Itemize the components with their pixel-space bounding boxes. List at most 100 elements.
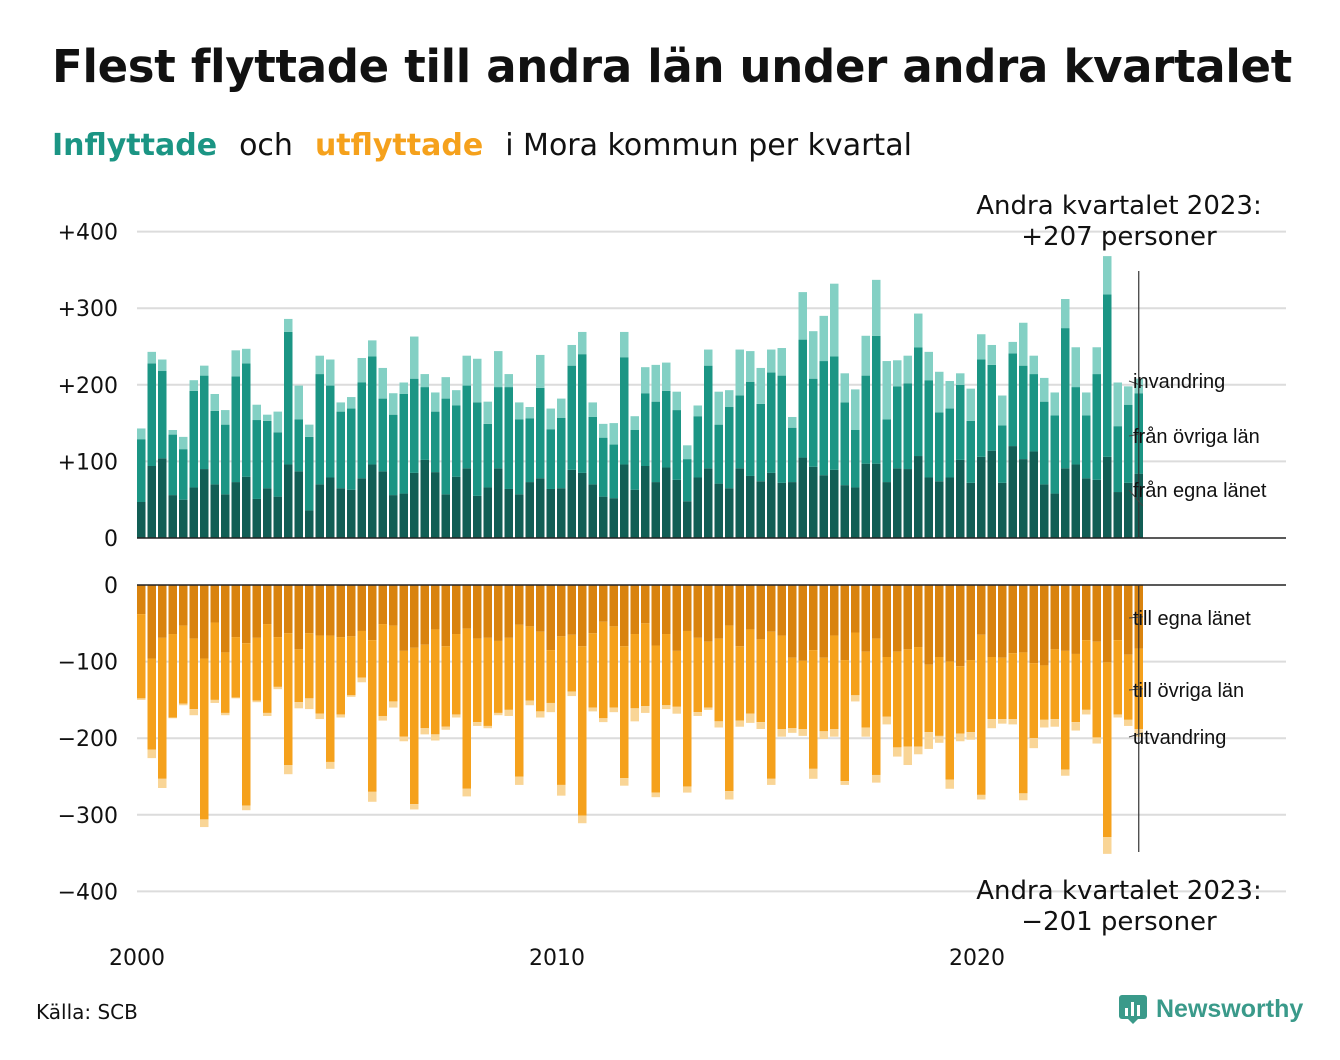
bar-out-2 [777,635,786,730]
bar-in-3 [336,402,345,412]
bar-out-1 [872,585,881,639]
bar-out-3 [315,713,324,720]
bar-in-1 [861,463,870,538]
bar-out-3 [683,786,692,793]
bar-out-1 [693,585,702,638]
bar-out-1 [294,585,303,650]
bar-in-3 [557,398,566,418]
bar-in-3 [756,367,765,404]
bar-out-2 [599,621,608,719]
bar-out-3 [420,728,429,735]
bar-in-1 [998,482,1007,538]
y-tick-label-bottom: −200 [58,727,118,752]
bar-out-2 [1092,641,1101,738]
bar-out-1 [326,585,335,636]
bar-in-1 [1061,468,1070,538]
bar-in-3 [641,367,650,394]
bar-out-1 [956,585,965,667]
y-tick-label-bottom: −100 [58,651,118,676]
bar-out-3 [830,729,839,737]
bar-in-2 [609,444,618,499]
y-tick-label-top: 0 [104,527,118,552]
bar-in-1 [336,488,345,538]
subtitle-inflow-word: Inflyttade [52,128,218,163]
bar-in-2 [494,387,503,469]
bar-in-1 [189,487,198,538]
bar-in-3 [620,331,629,358]
bar-out-3 [903,746,912,766]
bar-out-1 [998,585,1007,658]
bar-in-2 [788,427,797,483]
bar-out-3 [756,722,765,730]
bar-in-3 [977,334,986,360]
bar-out-1 [494,585,503,641]
bar-in-3 [630,416,639,430]
bar-in-3 [945,380,954,409]
bar-out-3 [893,747,902,757]
bar-out-2 [588,633,597,708]
bar-in-1 [168,495,177,538]
bar-out-3 [137,698,146,700]
bar-in-2 [1103,294,1112,457]
bar-in-3 [1050,392,1059,416]
bar-in-3 [861,335,870,376]
bar-out-3 [882,716,891,725]
bar-out-2 [630,634,639,709]
bar-in-1 [389,495,398,538]
bar-in-2 [158,371,167,459]
bar-out-3 [998,719,1007,724]
bar-in-2 [357,382,366,479]
bar-out-1 [1050,585,1059,650]
bar-out-3 [945,779,954,789]
bar-out-2 [494,640,503,713]
bar-out-1 [1113,585,1122,641]
bar-in-2 [315,374,324,485]
bar-out-3 [473,722,482,726]
bar-in-2 [462,385,471,469]
bar-out-1 [641,585,650,624]
bar-in-2 [546,429,555,489]
bar-out-3 [305,698,314,710]
bar-in-2 [189,390,198,488]
y-tick-label-bottom: −400 [58,880,118,905]
bar-in-2 [693,416,702,478]
bar-out-1 [767,585,776,632]
bar-out-3 [294,702,303,709]
bar-out-2 [567,634,576,692]
bar-out-2 [336,637,345,715]
bar-in-1 [819,475,828,538]
bar-in-3 [914,313,923,348]
bar-out-1 [651,585,660,646]
bar-in-3 [966,388,975,421]
x-tick-label: 2020 [949,946,1005,971]
bar-out-2 [882,657,891,717]
bar-in-1 [609,498,618,538]
bar-in-3 [1124,386,1133,405]
bar-in-3 [284,318,293,332]
bar-in-2 [473,402,482,496]
bar-out-3 [620,778,629,786]
bar-in-1 [599,496,608,538]
bar-in-1 [567,469,576,538]
bar-in-3 [515,402,524,420]
bar-out-1 [515,585,524,625]
bar-out-1 [473,585,482,639]
bar-out-1 [914,585,923,648]
bar-in-1 [315,484,324,538]
bar-in-3 [882,361,891,420]
bar-out-1 [1082,585,1091,641]
bar-in-2 [767,372,776,473]
bar-in-1 [410,472,419,538]
bar-in-3 [819,315,828,362]
bar-out-3 [347,695,356,697]
bar-in-3 [1071,347,1080,388]
annotations: Andra kvartalet 2023:+207 personerAndra … [976,191,1261,937]
bar-out-3 [515,776,524,785]
subtitle-outflow-word: utflyttade [314,128,484,163]
bar-out-3 [725,791,734,800]
bar-out-3 [357,677,366,683]
bar-in-1 [987,450,996,538]
bar-in-2 [1029,374,1038,452]
bar-out-3 [1061,769,1070,776]
bar-in-1 [557,488,566,538]
